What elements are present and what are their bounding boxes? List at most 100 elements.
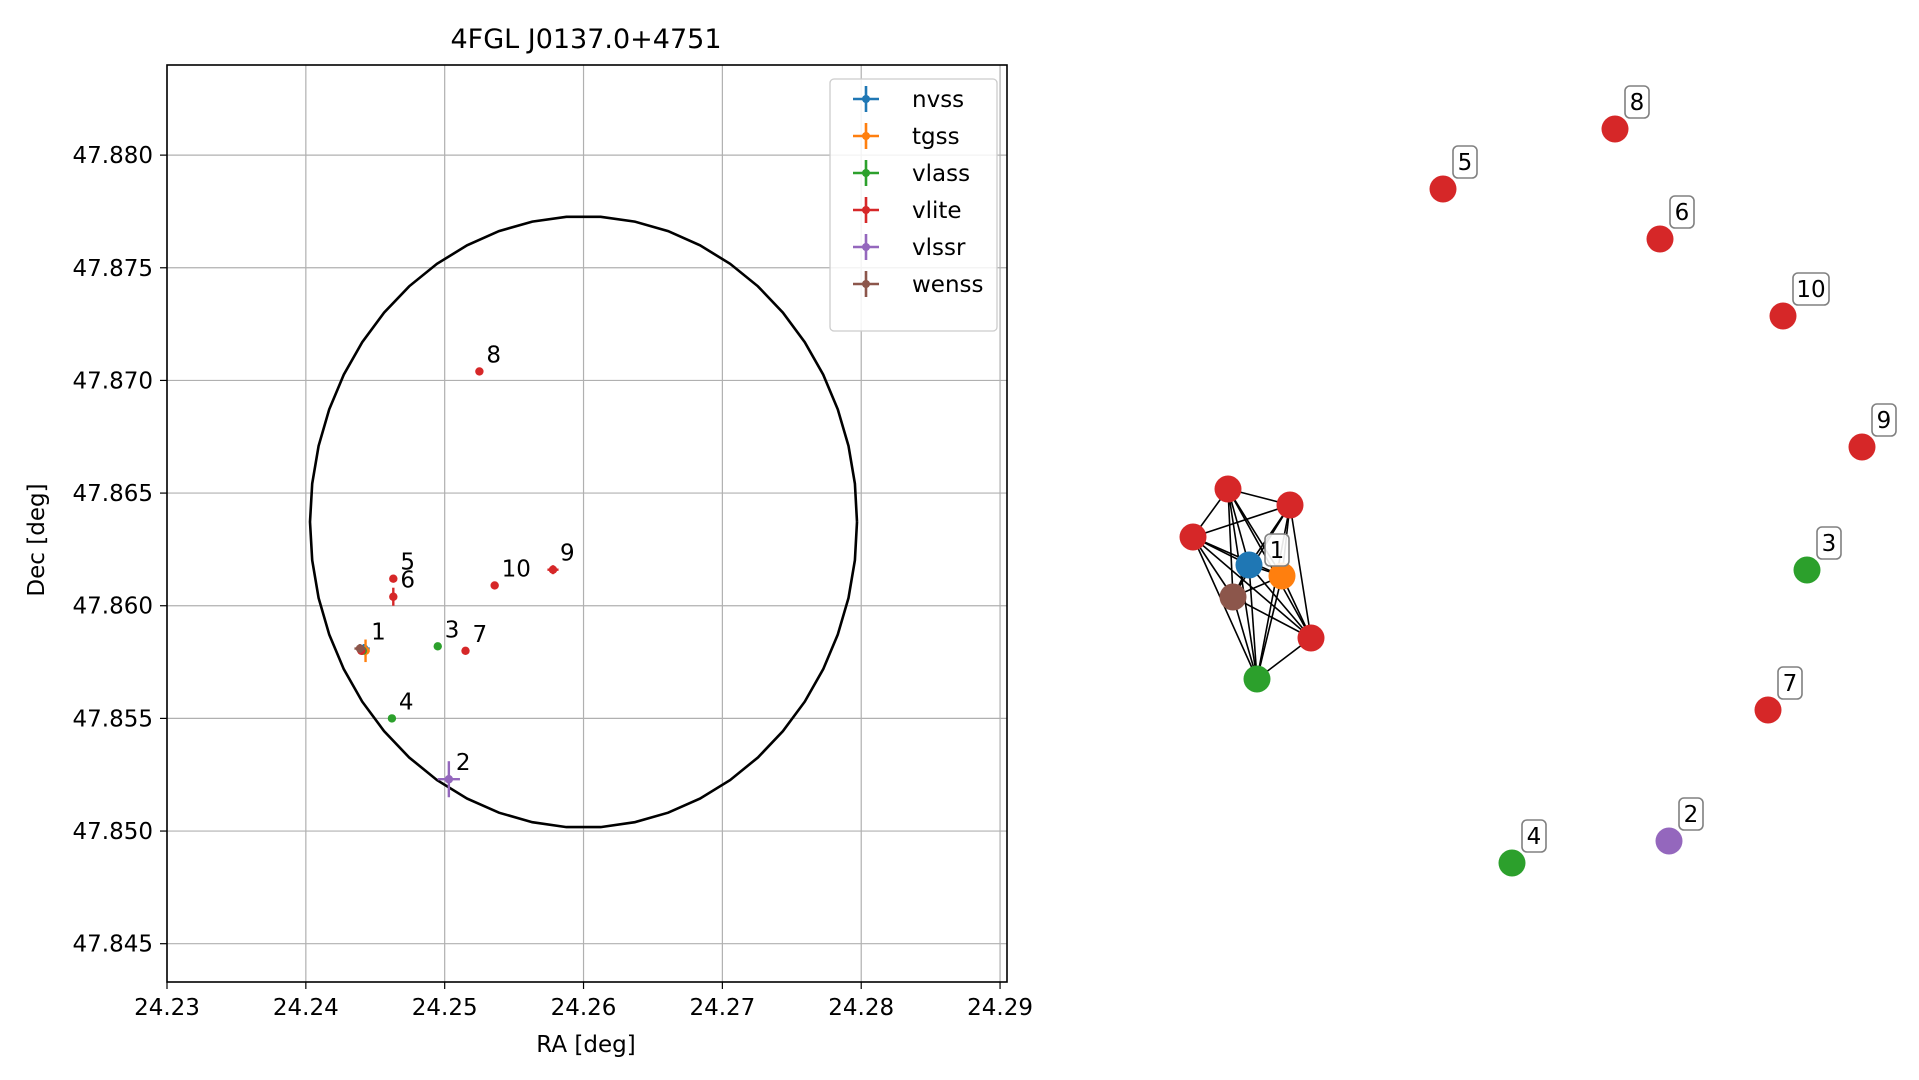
y-tick-label: 47.845: [73, 932, 153, 958]
network-node-vlite-9: [1848, 433, 1876, 461]
error-ellipse: [308, 215, 859, 829]
x-tick-label: 24.26: [551, 995, 617, 1021]
network-labels: 5 8 6 10 9 3 7 2 4 1: [1264, 85, 1897, 853]
point-label-3: 3: [445, 617, 460, 643]
y-tick-label: 47.880: [73, 143, 153, 169]
node-label-text: 1: [1270, 538, 1285, 564]
legend-entry-vlite: vlite: [853, 197, 962, 224]
legend-entry-tgss: tgss: [853, 123, 960, 150]
node-label-box: [1669, 195, 1695, 229]
point-labels: 1 2 3 4 56 7 8 9 10: [371, 342, 574, 776]
network-node-tgss-1: [1268, 562, 1296, 590]
network-node-vlite-7: [1754, 696, 1782, 724]
plot-frame: [166, 64, 1008, 983]
legend-entry-vlass: vlass: [853, 160, 970, 187]
data-point-vlite-9: [547, 565, 559, 575]
x-tick-label: 24.29: [967, 995, 1033, 1021]
legend-label-tgss: tgss: [912, 124, 960, 150]
node-label-text: 10: [1796, 277, 1825, 303]
network-node-vlite-10: [1769, 302, 1797, 330]
network-edge: [1248, 564, 1258, 680]
point-marker: [355, 644, 365, 653]
legend-label-wenss: wenss: [912, 272, 984, 298]
point-label-5: 5: [400, 550, 415, 576]
network-node-vlssr-2: [1655, 827, 1683, 855]
network-node-vlass-1: [1243, 665, 1271, 693]
point-label-6: 6: [400, 568, 415, 594]
network-edge: [1227, 488, 1258, 680]
legend-label-vlssr: vlssr: [912, 235, 966, 261]
network-label-3: 3: [1816, 526, 1842, 560]
data-point-vlass-3: [433, 642, 442, 651]
network-label-2: 2: [1678, 797, 1704, 831]
network-edge: [1227, 488, 1234, 598]
network-edge: [1248, 564, 1312, 639]
data-point-vlite-7: [461, 646, 470, 655]
network-node-vlass-3: [1793, 556, 1821, 584]
network-label-10: 10: [1792, 272, 1830, 306]
legend-label-vlass: vlass: [912, 161, 970, 187]
legend-marker: [862, 280, 870, 288]
network-edge: [1192, 504, 1291, 538]
point-marker: [475, 367, 484, 376]
node-label-box: [1624, 85, 1650, 119]
point-marker: [433, 642, 442, 651]
legend-entry-nvss: nvss: [853, 86, 964, 113]
point-label-9: 9: [560, 541, 575, 567]
network-label-9: 9: [1871, 403, 1897, 437]
data-point-vlssr-2: [437, 761, 460, 798]
legend-marker: [862, 169, 870, 177]
legend-marker: [862, 132, 870, 140]
node-label-text: 2: [1684, 802, 1699, 828]
x-axis-label: RA [deg]: [536, 1032, 635, 1058]
node-label-box: [1792, 272, 1830, 306]
network-edge: [1289, 504, 1312, 639]
node-label-box: [1678, 797, 1704, 831]
node-label-text: 7: [1783, 671, 1798, 697]
network-label-5: 5: [1452, 145, 1478, 179]
y-axis-label: Dec [deg]: [24, 483, 50, 596]
legend-label-vlite: vlite: [912, 198, 962, 224]
network-edge: [1256, 575, 1283, 680]
chart-title: 4FGL J0137.0+4751: [450, 24, 721, 55]
node-label-text: 4: [1527, 824, 1542, 850]
node-label-text: 6: [1675, 200, 1690, 226]
point-marker: [461, 646, 470, 655]
network-label-8: 8: [1624, 85, 1650, 119]
data-point-vlite-5: [389, 574, 398, 583]
network-label-7: 7: [1777, 666, 1803, 700]
network-edge: [1232, 596, 1258, 680]
node-label-box: [1871, 403, 1897, 437]
node-label-box: [1452, 145, 1478, 179]
data-point-wenss-1: [354, 644, 366, 654]
x-tick-label: 24.24: [273, 995, 339, 1021]
network-label-cluster: 1: [1264, 533, 1290, 567]
network-label-4: 4: [1521, 819, 1547, 853]
x-tick-label: 24.27: [689, 995, 755, 1021]
point-marker: [389, 592, 398, 601]
point-label-4: 4: [399, 689, 414, 715]
axis-ticks: 24.23 24.24 24.25 24.26 24.27 24.28 24.29 47.84…: [73, 143, 1033, 1021]
network-edge: [1192, 536, 1312, 639]
point-marker: [444, 775, 454, 784]
data-point-vlite-8: [475, 367, 484, 376]
x-tick-label: 24.28: [828, 995, 894, 1021]
point-label-1: 1: [371, 620, 386, 646]
network-node-vlite-1c: [1179, 523, 1207, 551]
network-nodes: [1179, 115, 1876, 877]
node-label-box: [1777, 666, 1803, 700]
network-node-wenss-1: [1219, 583, 1247, 611]
x-tick-label: 24.25: [412, 995, 478, 1021]
y-tick-label: 47.870: [73, 368, 153, 394]
node-label-text: 9: [1877, 408, 1892, 434]
association-network: 5 8 6 10 9 3 7 2 4 1: [1179, 85, 1897, 877]
legend-marker: [862, 206, 870, 214]
legend-entry-vlssr: vlssr: [853, 234, 966, 261]
y-tick-label: 47.855: [73, 706, 153, 732]
point-label-8: 8: [486, 342, 501, 368]
y-tick-label: 47.865: [73, 481, 153, 507]
legend-entry-wenss: wenss: [853, 271, 984, 298]
point-marker: [387, 714, 397, 723]
point-label-10: 10: [502, 556, 531, 582]
